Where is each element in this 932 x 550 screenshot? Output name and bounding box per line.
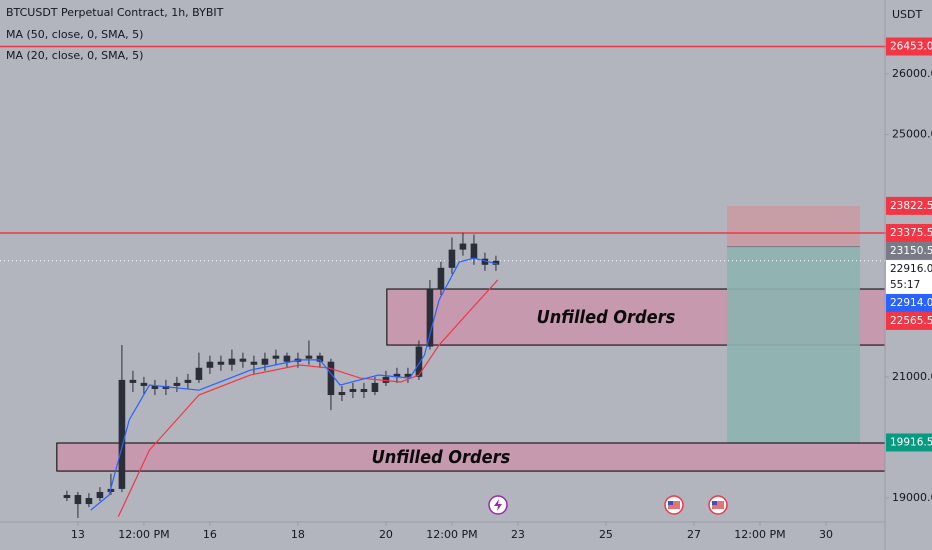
candle-body (206, 361, 214, 368)
price-label-bg (886, 37, 932, 56)
moving-average (117, 279, 499, 518)
candle-body (459, 243, 467, 250)
candle-body (492, 260, 500, 265)
zone-label: Unfilled Orders (537, 307, 676, 328)
candle-body (426, 289, 434, 347)
candle-body (360, 388, 368, 392)
stop-area (726, 205, 860, 247)
candle-body (404, 373, 412, 377)
candle-body (481, 258, 489, 265)
candle-body (437, 267, 445, 290)
candle-body (173, 382, 181, 386)
candle-body (162, 385, 170, 389)
candle-body (140, 382, 148, 386)
candle-body (261, 358, 269, 365)
candle-body (283, 355, 291, 362)
event-icon-flag (712, 501, 724, 509)
legend-entry: MA (20, close, 0, SMA, 5) (6, 49, 143, 62)
candle-body (448, 249, 456, 268)
x-tick-label: 25 (599, 528, 613, 541)
x-tick-label: 12:00 PM (118, 528, 169, 541)
price-label: 23822.5 (890, 200, 932, 212)
candle-body (151, 385, 159, 389)
candle-body (96, 491, 104, 499)
y-tick-label: 26000.0 (892, 67, 932, 80)
candle-body (338, 391, 346, 396)
event-icons (488, 495, 728, 515)
event-icon-flag (712, 501, 717, 505)
candle-body (74, 494, 82, 505)
y-tick-label: 21000.0 (892, 370, 932, 383)
countdown: 55:17 (890, 279, 920, 291)
candle-body (184, 379, 192, 383)
candle-body (63, 494, 71, 499)
candle-body (195, 367, 203, 380)
x-tick-label: 20 (379, 528, 393, 541)
x-tick-label: 16 (203, 528, 217, 541)
candle-body (85, 498, 93, 505)
price-label-bg (886, 223, 932, 242)
candle-body (393, 373, 401, 377)
x-tick-label: 13 (71, 528, 85, 541)
zone-label: Unfilled Orders (372, 447, 511, 468)
candle-body (371, 382, 379, 392)
candle-body (415, 346, 423, 377)
price-label-bg (886, 311, 932, 330)
price-label: 26453.0 (890, 41, 932, 53)
moving-average (90, 257, 498, 511)
candle-body (349, 388, 357, 392)
candle-body (118, 379, 126, 489)
event-icon-flag (668, 501, 680, 509)
candle-body (250, 361, 258, 365)
price-label: 23375.5 (890, 227, 932, 239)
candle-body (305, 355, 313, 359)
candle-body (272, 355, 280, 359)
price-label-bg (886, 293, 932, 312)
candle-body (327, 361, 335, 396)
price-axis: 19000.0 21000.0 25000.0 26000.0 26453.0 23822… (885, 37, 932, 504)
candle-body (228, 358, 236, 365)
price-label-bg (886, 433, 932, 452)
chart-title: BTCUSDT Perpetual Contract, 1h, BYBIT (6, 6, 224, 19)
candle-body (129, 379, 137, 383)
x-tick-label: 18 (291, 528, 305, 541)
x-tick-label: 12:00 PM (426, 528, 477, 541)
event-icon-flag (668, 501, 673, 505)
currency-label: USDT (892, 8, 923, 21)
x-tick-label: 30 (819, 528, 833, 541)
price-label-bg (886, 196, 932, 215)
candle-body (217, 361, 225, 365)
candle-body (470, 243, 478, 259)
price-label: 22916.0 (890, 263, 932, 275)
candle-body (316, 355, 324, 362)
price-label: 22914.0 (890, 297, 932, 309)
legend-entry: MA (50, close, 0, SMA, 5) (6, 28, 143, 41)
candle-body (382, 376, 390, 383)
event-icon-bolt (494, 499, 502, 511)
y-tick-label: 19000.0 (892, 491, 932, 504)
target-area (726, 246, 860, 443)
x-tick-label: 23 (511, 528, 525, 541)
candle-body (239, 358, 247, 362)
x-tick-label: 27 (687, 528, 701, 541)
price-label: 22565.5 (890, 315, 932, 327)
y-tick-label: 25000.0 (892, 128, 932, 141)
price-label: 19916.5 (890, 436, 932, 448)
price-label-bg (886, 241, 932, 260)
price-label: 23150.5 (890, 245, 932, 257)
price-label-bg (886, 259, 932, 294)
x-tick-label: 12:00 PM (734, 528, 785, 541)
